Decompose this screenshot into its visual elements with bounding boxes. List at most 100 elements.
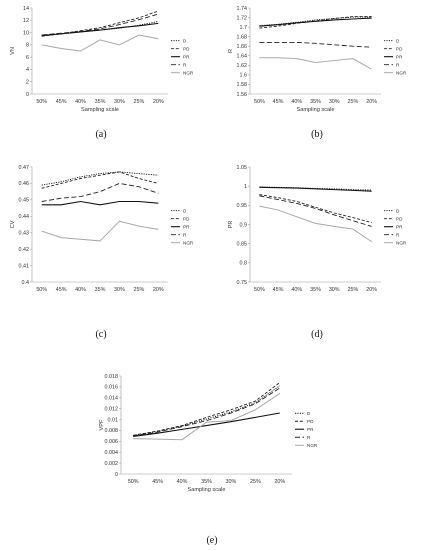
y-tick-label: 0.42 [19, 247, 30, 253]
y-tick-label: 0.41 [19, 263, 30, 269]
y-tick-label: 1.6 [240, 73, 248, 79]
y-tick-label: 8 [26, 43, 29, 49]
legend-label: NGR [183, 70, 194, 75]
chart-panel: 0.75 0.8 0.85 0.9 0.95 1 1.05 50% 45% 40% 35% 30% 25… [228, 165, 407, 340]
legend-label: PD [396, 46, 403, 51]
legend-label: D [183, 208, 187, 213]
x-tick-label: 50% [36, 99, 47, 105]
legend-label: PD [183, 216, 190, 221]
y-tick-label: 0.85 [237, 241, 248, 247]
y-tick-label: 12 [23, 18, 29, 24]
legend-label: PR [307, 427, 314, 432]
series-line-pr [259, 17, 372, 27]
panel-label: (e) [206, 535, 217, 546]
x-tick-label: 20% [366, 287, 377, 293]
y-tick-label: 1.64 [237, 54, 248, 60]
x-axis-title: Sampling scale [297, 107, 335, 113]
y-tick-label: 0.95 [237, 203, 248, 209]
y-tick-label: 4 [26, 67, 29, 73]
series-line-pr [41, 22, 159, 37]
chart-panel: 1.56 1.58 1.6 1.62 1.64 1.66 1.68 1.7 1.72 1.74 50… [228, 6, 407, 140]
x-tick-label: 40% [177, 479, 188, 485]
chart-panel: 0 2 4 6 8 10 12 14 50% 45% 40% 35% 30% 25% 20% Sampling… [10, 6, 194, 140]
series-line-ngr [41, 34, 159, 52]
x-tick-label: 20% [153, 287, 164, 293]
y-tick-label: 0.9 [240, 222, 248, 228]
y-tick-label: 0.4 [22, 280, 30, 286]
y-tick-label: 0.47 [19, 165, 30, 171]
x-tick-label: 35% [201, 479, 212, 485]
x-tick-label: 25% [348, 287, 359, 293]
legend-label: PD [183, 46, 190, 51]
legend-label: PR [396, 224, 403, 229]
y-tick-label: 0.012 [105, 406, 119, 412]
x-tick-label: 40% [75, 99, 86, 105]
legend-label: PR [396, 54, 403, 59]
y-tick-label: 1.05 [237, 165, 248, 171]
y-axis-title: VN [10, 47, 16, 55]
series-line-pr [133, 412, 280, 437]
y-axis-title: CV [10, 220, 16, 228]
legend-label: R [396, 62, 400, 67]
x-tick-label: 25% [133, 287, 144, 293]
series-line-pd [41, 10, 159, 37]
x-tick-label: 20% [153, 99, 164, 105]
y-tick-label: 0.01 [108, 417, 119, 423]
series-line-r [41, 13, 159, 36]
x-tick-label: 35% [310, 99, 321, 105]
x-tick-label: 30% [114, 287, 125, 293]
y-tick-label: 2 [26, 80, 29, 86]
legend-label: NGR [307, 443, 318, 448]
x-tick-label: 25% [348, 99, 359, 105]
legend-label: D [396, 38, 400, 43]
x-tick-label: 30% [329, 99, 340, 105]
y-tick-label: 0.44 [19, 214, 30, 220]
legend-label: D [307, 411, 311, 416]
legend-label: NGR [183, 240, 194, 245]
y-tick-label: 0.006 [105, 439, 119, 445]
x-tick-label: 45% [152, 479, 163, 485]
series-line-pd [259, 194, 372, 224]
series-line-ngr [259, 57, 372, 70]
x-tick-label: 20% [366, 99, 377, 105]
x-tick-label: 25% [250, 479, 261, 485]
x-tick-label: 45% [273, 99, 284, 105]
y-tick-label: 0 [115, 472, 118, 478]
y-axis-title: R [228, 49, 234, 53]
y-tick-label: 0 [26, 92, 29, 98]
x-tick-label: 30% [329, 287, 340, 293]
series-line-r [259, 41, 372, 48]
legend-label: PD [307, 419, 314, 424]
x-tick-label: 30% [226, 479, 237, 485]
y-axis-title: VPF [99, 419, 105, 430]
legend-label: PD [396, 216, 403, 221]
y-tick-label: 0.016 [105, 385, 119, 391]
series-line-d [133, 385, 281, 436]
legend-label: R [396, 232, 400, 237]
legend-label: NGR [396, 240, 407, 245]
series-line-d [259, 16, 372, 27]
x-axis-title: Sampling scale [188, 487, 226, 493]
series-line-ngr [41, 220, 159, 242]
x-tick-label: 45% [56, 99, 67, 105]
x-tick-label: 50% [128, 479, 139, 485]
x-tick-label: 35% [95, 99, 106, 105]
panel-label: (c) [95, 329, 106, 340]
y-tick-label: 6 [26, 55, 29, 61]
y-tick-label: 0.75 [237, 280, 248, 286]
panel-label: (b) [311, 129, 323, 140]
x-tick-label: 25% [133, 99, 144, 105]
chart-panel: 0 0.002 0.004 0.006 0.008 0.01 0.012 0.014 0.016… [99, 374, 318, 546]
y-tick-label: 0.014 [105, 396, 119, 402]
x-tick-label: 50% [36, 287, 47, 293]
series-line-ngr [133, 393, 281, 441]
y-tick-label: 1.66 [237, 44, 248, 50]
y-tick-label: 10 [23, 30, 29, 36]
legend-label: R [183, 62, 187, 67]
y-tick-label: 0.004 [105, 450, 119, 456]
series-line-pd [41, 171, 159, 189]
legend-label: R [307, 435, 311, 440]
y-tick-label: 1.62 [237, 63, 248, 69]
x-tick-label: 45% [273, 287, 284, 293]
